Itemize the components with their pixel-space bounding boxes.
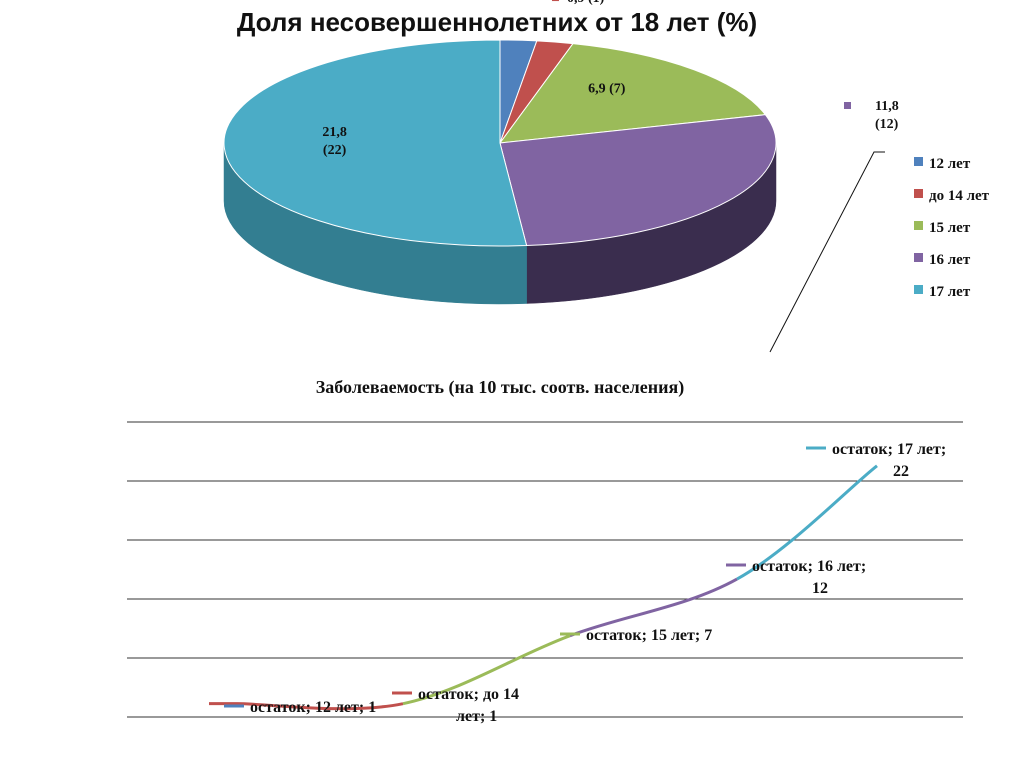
pie-legend: 12 лет до 14 лет 15 лет 16 лет 17 лет	[914, 156, 990, 300]
line-segment-16-лет	[569, 577, 738, 638]
pie-slice-17-лет	[223, 39, 528, 247]
line-segment-15-лет	[402, 634, 571, 706]
pie-slice-16-лет	[499, 114, 777, 247]
pie-leader-line	[769, 151, 885, 353]
point-label-12-лет: остаток; 12 лет; 1	[250, 699, 376, 716]
legend-label-15-лет: 15 лет	[929, 220, 971, 236]
line-chart-title: Заболеваемость (на 10 тыс. соотв. населе…	[316, 377, 684, 398]
legend-label-16-лет: 16 лет	[929, 252, 971, 268]
legend-swatch-17-лет	[914, 285, 923, 294]
line-segment-17-лет	[736, 464, 878, 581]
pie-label-marker-16-лет	[844, 102, 851, 109]
point-label-16-лет: остаток; 16 лет; 12	[752, 558, 866, 597]
pie-label-marker-до-14-лет	[551, 0, 559, 2]
legend-swatch-12-лет	[914, 157, 923, 166]
pie-slice-15-лет	[498, 43, 767, 144]
line-chart: остаток; 12 лет; 1 остаток; до 14 лет; 1 ос…	[127, 421, 963, 725]
legend-label-17-лет: 17 лет	[929, 284, 971, 300]
pie-chart: 0,9(1)0,9 (1)6,9 (7)11,8(12)21,8(22)	[223, 0, 899, 353]
legend-swatch-до-14-лет	[914, 189, 923, 198]
legend-swatch-15-лет	[914, 221, 923, 230]
line-segment-до-14-лет	[236, 702, 404, 711]
legend-label-до-14-лет: до 14 лет	[929, 188, 990, 204]
point-label-17-лет: остаток; 17 лет; 22	[832, 441, 946, 480]
legend-label-12-лет: 12 лет	[929, 156, 971, 172]
pie-data-label-15-лет: 6,9 (7)	[588, 82, 626, 97]
point-label-15-лет: остаток; 15 лет; 7	[586, 627, 712, 644]
pie-data-label-до-14-лет: 0,9 (1)	[567, 0, 605, 6]
legend-swatch-16-лет	[914, 253, 923, 262]
point-label-до-14-лет: остаток; до 14 лет; 1	[418, 686, 519, 725]
pie-data-label-17-лет: 21,8 (22)	[322, 125, 347, 158]
pie-chart-title: Доля несовершеннолетних от 18 лет (%)	[237, 7, 757, 37]
pie-data-label-16-лет: 11,8 (12)	[875, 99, 899, 132]
